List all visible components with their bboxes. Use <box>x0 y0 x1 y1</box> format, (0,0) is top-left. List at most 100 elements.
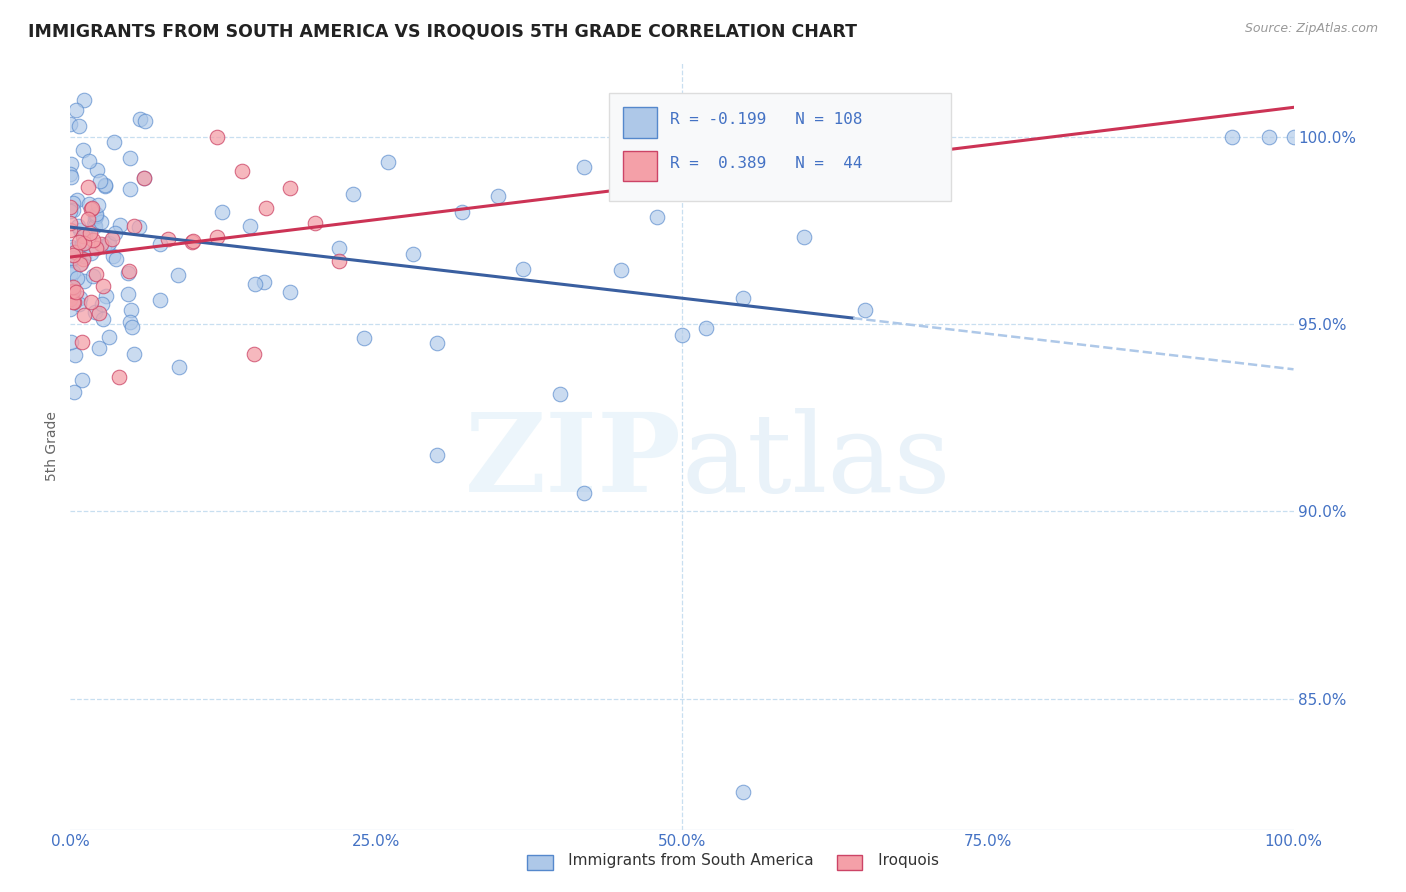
Point <box>94 178 117 192</box>
Point <box>69 223 91 237</box>
Point <box>695 321 717 335</box>
Point <box>149 293 172 308</box>
Point <box>66 271 89 285</box>
Point <box>91 297 114 311</box>
Point <box>280 285 302 300</box>
Point <box>84 267 107 281</box>
Point <box>65 193 87 207</box>
Point <box>73 235 96 250</box>
Point <box>83 304 105 318</box>
Point <box>59 240 82 254</box>
Point <box>87 306 110 320</box>
Point <box>67 297 90 311</box>
Point <box>82 269 104 284</box>
Point <box>59 223 82 237</box>
Point <box>207 230 229 244</box>
Point <box>59 302 82 317</box>
Point <box>118 151 141 165</box>
Point <box>548 387 571 401</box>
Point <box>117 267 139 281</box>
Text: ZIP: ZIP <box>465 408 682 515</box>
Point <box>59 253 82 268</box>
Point <box>62 294 84 309</box>
Point <box>855 302 877 317</box>
Point <box>69 257 91 271</box>
Point <box>59 286 82 301</box>
Point <box>205 130 228 145</box>
Point <box>59 288 82 302</box>
Point <box>134 114 156 128</box>
Point <box>118 182 141 196</box>
Point <box>67 235 90 249</box>
Point <box>647 210 669 224</box>
Point <box>70 236 93 251</box>
Point <box>65 103 87 118</box>
Point <box>671 328 693 343</box>
Point <box>83 219 105 233</box>
Point <box>63 243 86 257</box>
Point <box>84 206 107 220</box>
Point <box>104 226 127 240</box>
Point <box>132 170 155 185</box>
Point <box>72 252 94 266</box>
Point <box>94 178 117 193</box>
Point <box>60 251 83 265</box>
Point <box>67 119 90 133</box>
Point <box>304 216 326 230</box>
Point <box>72 144 94 158</box>
Point <box>59 157 82 171</box>
Point <box>91 278 114 293</box>
Point <box>167 360 190 375</box>
Point <box>91 312 114 326</box>
Point <box>96 289 118 303</box>
Point <box>1258 130 1281 145</box>
Point <box>253 275 276 289</box>
Point <box>100 231 122 245</box>
Point <box>62 280 84 294</box>
Point <box>328 253 350 268</box>
Point <box>67 219 90 233</box>
Point <box>120 302 142 317</box>
Point <box>98 235 121 250</box>
Point <box>63 385 86 400</box>
Point <box>572 485 595 500</box>
Point <box>84 209 107 223</box>
Point <box>79 197 101 211</box>
Point <box>62 247 84 261</box>
Point <box>70 256 93 270</box>
Point <box>62 295 84 310</box>
Point <box>108 219 131 233</box>
Point <box>86 163 108 178</box>
Point <box>103 135 125 149</box>
Point <box>157 232 180 246</box>
Point <box>488 189 510 203</box>
Point <box>65 285 87 299</box>
Point <box>59 267 82 281</box>
Point <box>129 112 152 127</box>
Point <box>73 228 96 243</box>
Point <box>59 279 82 293</box>
Point <box>63 348 86 362</box>
Point <box>149 237 172 252</box>
Point <box>65 249 87 263</box>
Text: Immigrants from South America: Immigrants from South America <box>534 854 814 868</box>
Point <box>83 217 105 231</box>
Point <box>1282 130 1305 145</box>
Point <box>79 226 101 240</box>
Point <box>59 167 82 181</box>
Point <box>90 236 112 251</box>
Point <box>121 320 143 334</box>
Point <box>73 308 96 322</box>
Point <box>211 205 233 219</box>
Point <box>80 295 103 310</box>
Point <box>342 187 364 202</box>
Text: IMMIGRANTS FROM SOUTH AMERICA VS IROQUOIS 5TH GRADE CORRELATION CHART: IMMIGRANTS FROM SOUTH AMERICA VS IROQUOI… <box>28 22 858 40</box>
Point <box>426 335 449 350</box>
Point <box>98 330 121 344</box>
Point <box>89 174 111 188</box>
Point <box>77 180 100 194</box>
Point <box>59 203 82 218</box>
Point <box>59 335 82 350</box>
Point <box>84 211 107 225</box>
Point <box>118 263 141 277</box>
